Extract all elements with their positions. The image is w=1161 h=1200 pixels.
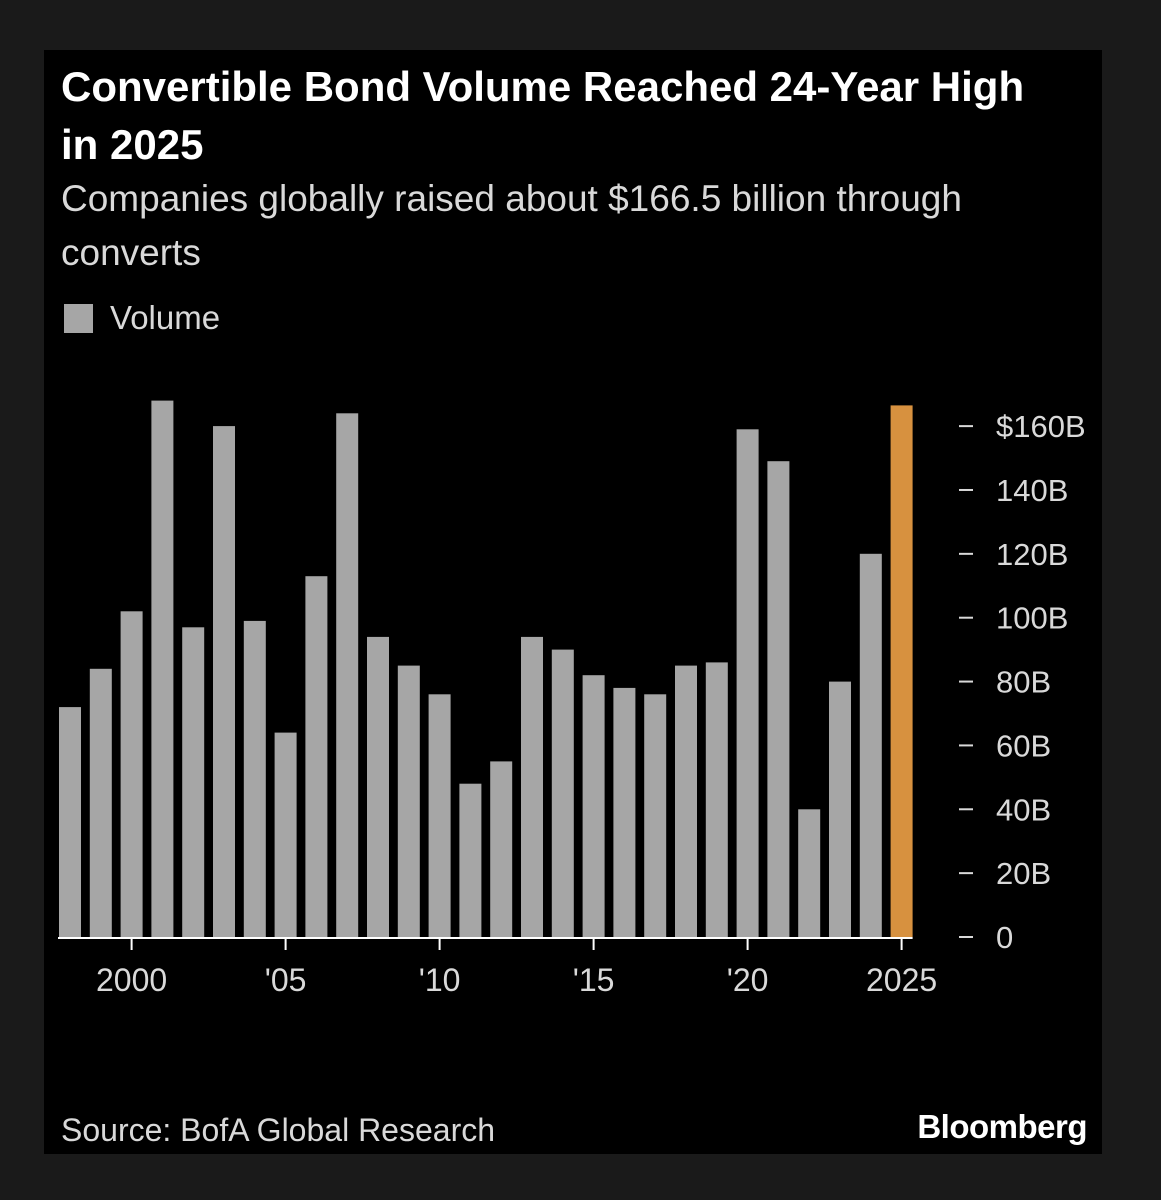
bar-2018 <box>675 665 697 937</box>
bar-2024 <box>859 553 882 937</box>
y-tick-label-80: 80B <box>996 665 1051 700</box>
legend-swatch <box>64 303 93 333</box>
bar-2007 <box>336 413 359 937</box>
bar-2015 <box>582 675 605 937</box>
bar-2025 <box>890 405 913 937</box>
y-tick-label-140: 140B <box>996 473 1068 508</box>
x-tick-label-2005: '05 <box>265 962 307 998</box>
bar-2022 <box>798 809 821 937</box>
bar-2016 <box>613 687 636 937</box>
x-tick-label-2010: '10 <box>419 962 461 998</box>
x-tick-label-2020: '20 <box>727 962 769 998</box>
bars-group <box>59 400 913 938</box>
legend-label: Volume <box>110 299 221 336</box>
bar-2014 <box>551 649 574 937</box>
bar-2013 <box>521 636 543 937</box>
bar-2017 <box>644 694 667 937</box>
bar-2009 <box>397 665 420 937</box>
bar-chart: 2000 '05 '10 '15 '20 2025 0 20B 40B 60B 80B 100B 12… <box>58 400 1086 998</box>
bar-1999 <box>89 668 112 937</box>
bloomberg-logo: Bloomberg <box>917 1108 1087 1145</box>
y-tick-label-100: 100B <box>996 601 1068 636</box>
bar-2011 <box>459 783 482 937</box>
bar-2005 <box>274 732 297 937</box>
x-tick-label-2000: 2000 <box>96 962 167 998</box>
y-tick-label-20: 20B <box>996 856 1051 891</box>
bar-2019 <box>705 662 728 937</box>
y-tick-label-40: 40B <box>996 792 1051 827</box>
y-axis: 0 20B 40B 60B 80B 100B 120B 140B $160B <box>959 409 1086 955</box>
bar-2010 <box>428 694 451 937</box>
bar-2012 <box>490 761 513 937</box>
bar-2020 <box>736 429 759 937</box>
bar-2003 <box>213 426 235 937</box>
bar-2001 <box>151 400 174 938</box>
bar-1998 <box>59 707 81 937</box>
chart-title: Convertible Bond Volume Reached 24-Year … <box>61 63 1025 168</box>
x-tick-label-2025: 2025 <box>866 962 937 998</box>
bar-2000 <box>120 611 143 937</box>
y-tick-label-0: 0 <box>996 920 1013 955</box>
y-tick-label-60: 60B <box>996 728 1051 763</box>
chart-card: Convertible Bond Volume Reached 24-Year … <box>44 50 1102 1154</box>
bar-2004 <box>243 620 266 937</box>
x-axis: 2000 '05 '10 '15 '20 2025 <box>96 938 937 998</box>
chart-subtitle: Companies globally raised about $166.5 b… <box>61 178 962 273</box>
y-tick-label-160: $160B <box>996 409 1086 444</box>
bar-2006 <box>305 576 328 937</box>
source-note: Source: BofA Global Research <box>61 1112 496 1148</box>
bar-2002 <box>182 627 205 937</box>
bar-2023 <box>829 681 851 937</box>
bar-2008 <box>367 636 389 937</box>
bar-2021 <box>767 461 790 937</box>
x-tick-label-2015: '15 <box>573 962 615 998</box>
y-tick-label-120: 120B <box>996 537 1068 572</box>
legend: Volume <box>64 298 220 338</box>
